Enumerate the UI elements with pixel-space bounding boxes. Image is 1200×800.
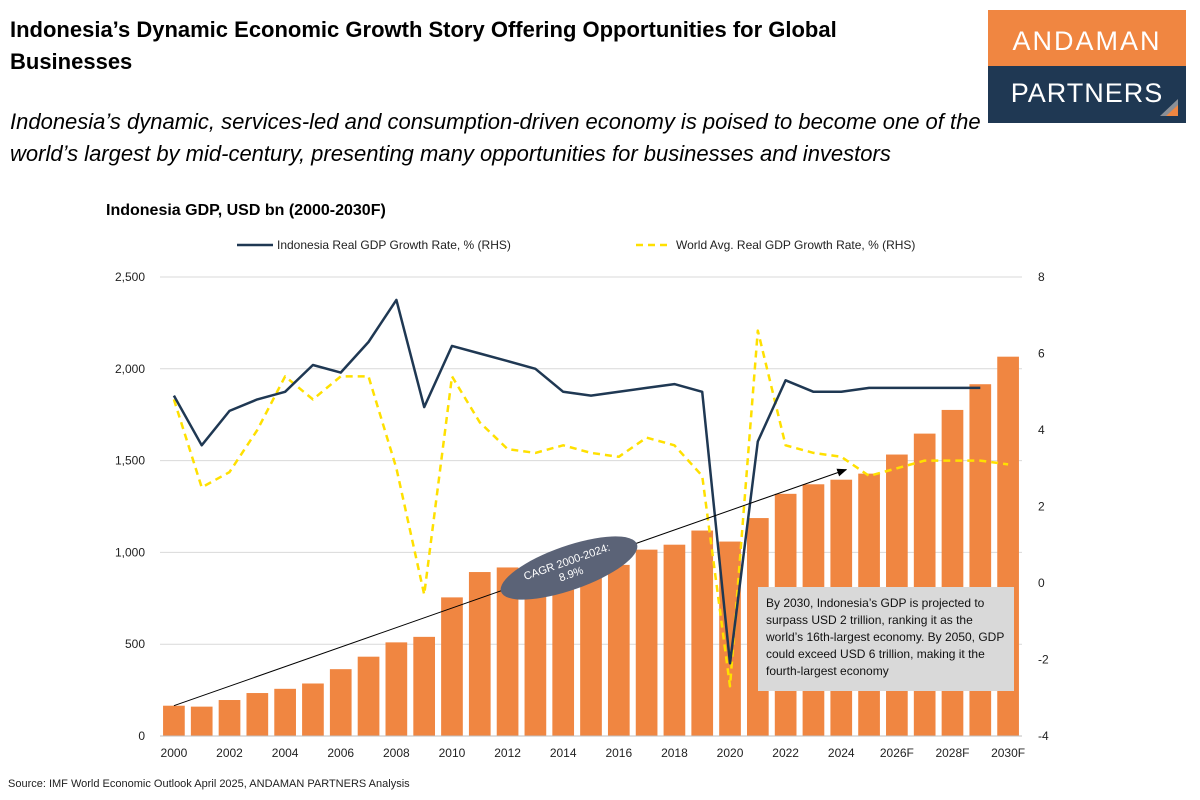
annotation-box — [758, 587, 1014, 691]
y-left-tick-label: 500 — [125, 637, 145, 651]
gdp-chart: Indonesia GDP, USD bn (2000-2030F) 0 500 1,… — [106, 202, 1049, 760]
indonesia-growth-line — [172, 298, 981, 665]
logo-line-2: PARTNERS — [988, 66, 1186, 123]
legend-indonesia: Indonesia Real GDP Growth Rate, % (RHS) — [237, 238, 511, 252]
x-tick-label: 2026F — [880, 746, 914, 760]
gdp-bar — [607, 564, 630, 736]
x-tick-label: 2020 — [717, 746, 744, 760]
y-right-tick-label: 8 — [1038, 270, 1045, 284]
gdp-bar — [719, 541, 741, 736]
x-tick-label: 2016 — [605, 746, 632, 760]
gdp-bar — [468, 572, 491, 736]
source-note: Source: IMF World Economic Outlook April… — [8, 778, 410, 790]
x-tick-label: 2008 — [383, 746, 410, 760]
gdp-bar — [246, 693, 269, 736]
gdp-bar — [580, 577, 602, 736]
y-right-tick-label: 2 — [1038, 500, 1045, 514]
y-left-tick-label: 2,000 — [115, 362, 145, 376]
legend-world-label: World Avg. Real GDP Growth Rate, % (RHS) — [676, 238, 915, 252]
x-tick-label: 2022 — [772, 746, 799, 760]
gdp-bar — [163, 705, 185, 736]
gdp-bar — [190, 706, 213, 736]
cagr-badge: CAGR 2000-2024:8.9% — [500, 536, 638, 600]
x-tick-label: 2012 — [494, 746, 521, 760]
x-tick-label: 2028F — [935, 746, 969, 760]
sail-icon — [1160, 99, 1178, 116]
gdp-bar — [441, 597, 463, 736]
gdp-bar — [552, 572, 575, 736]
y-right-tick-label: 4 — [1038, 423, 1045, 437]
gdp-bar — [357, 656, 380, 736]
y-right-tick-label: 6 — [1038, 347, 1045, 361]
gdp-bar — [218, 700, 241, 736]
annotation-text: By 2030, Indonesia’s GDP is projected to… — [766, 596, 1005, 678]
legend-indonesia-label: Indonesia Real GDP Growth Rate, % (RHS) — [277, 238, 511, 252]
x-tick-label: 2000 — [161, 746, 188, 760]
chart-title: Indonesia GDP, USD bn (2000-2030F) — [106, 202, 386, 219]
gdp-bar — [385, 642, 408, 736]
gdp-bar — [302, 683, 324, 736]
y-left-tick-label: 0 — [138, 729, 145, 743]
legend-world: World Avg. Real GDP Growth Rate, % (RHS) — [636, 238, 915, 252]
gdp-bar — [329, 669, 352, 736]
gdp-bar — [663, 544, 686, 736]
x-tick-label: 2004 — [272, 746, 299, 760]
x-tick-label: 2010 — [439, 746, 466, 760]
x-tick-label: 2018 — [661, 746, 688, 760]
x-tick-label: 2030F — [991, 746, 1025, 760]
y-right-tick-label: -2 — [1038, 653, 1049, 667]
x-tick-label: 2006 — [327, 746, 354, 760]
gdp-bar — [274, 688, 296, 736]
y-left-tick-label: 2,500 — [115, 270, 145, 284]
x-tick-label: 2024 — [828, 746, 855, 760]
page-title: Indonesia’s Dynamic Economic Growth Stor… — [10, 17, 837, 74]
logo-line-1: ANDAMAN — [988, 10, 1186, 66]
annotation-container: By 2030, Indonesia’s GDP is projected to… — [766, 596, 1005, 678]
cagr-ellipse — [500, 536, 638, 600]
y-left-tick-label: 1,500 — [115, 454, 145, 468]
page-subtitle: Indonesia’s dynamic, services-led and co… — [10, 109, 981, 166]
y-left-tick-label: 1,000 — [115, 545, 145, 559]
y-right-tick-label: 0 — [1038, 576, 1045, 590]
gdp-bar — [413, 636, 436, 736]
x-tick-label: 2002 — [216, 746, 243, 760]
andaman-partners-logo: ANDAMAN PARTNERS — [988, 10, 1186, 123]
gdp-bar — [524, 568, 547, 736]
gdp-bar — [496, 567, 519, 736]
y-right-tick-label: -4 — [1038, 729, 1049, 743]
x-tick-label: 2014 — [550, 746, 577, 760]
gdp-bar — [635, 549, 658, 736]
gdp-bar — [691, 530, 714, 736]
world-growth-line — [172, 329, 1009, 688]
